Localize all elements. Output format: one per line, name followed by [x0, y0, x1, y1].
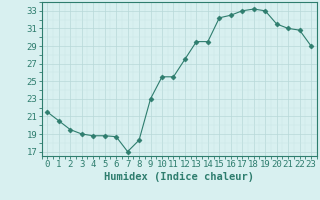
X-axis label: Humidex (Indice chaleur): Humidex (Indice chaleur) — [104, 172, 254, 182]
